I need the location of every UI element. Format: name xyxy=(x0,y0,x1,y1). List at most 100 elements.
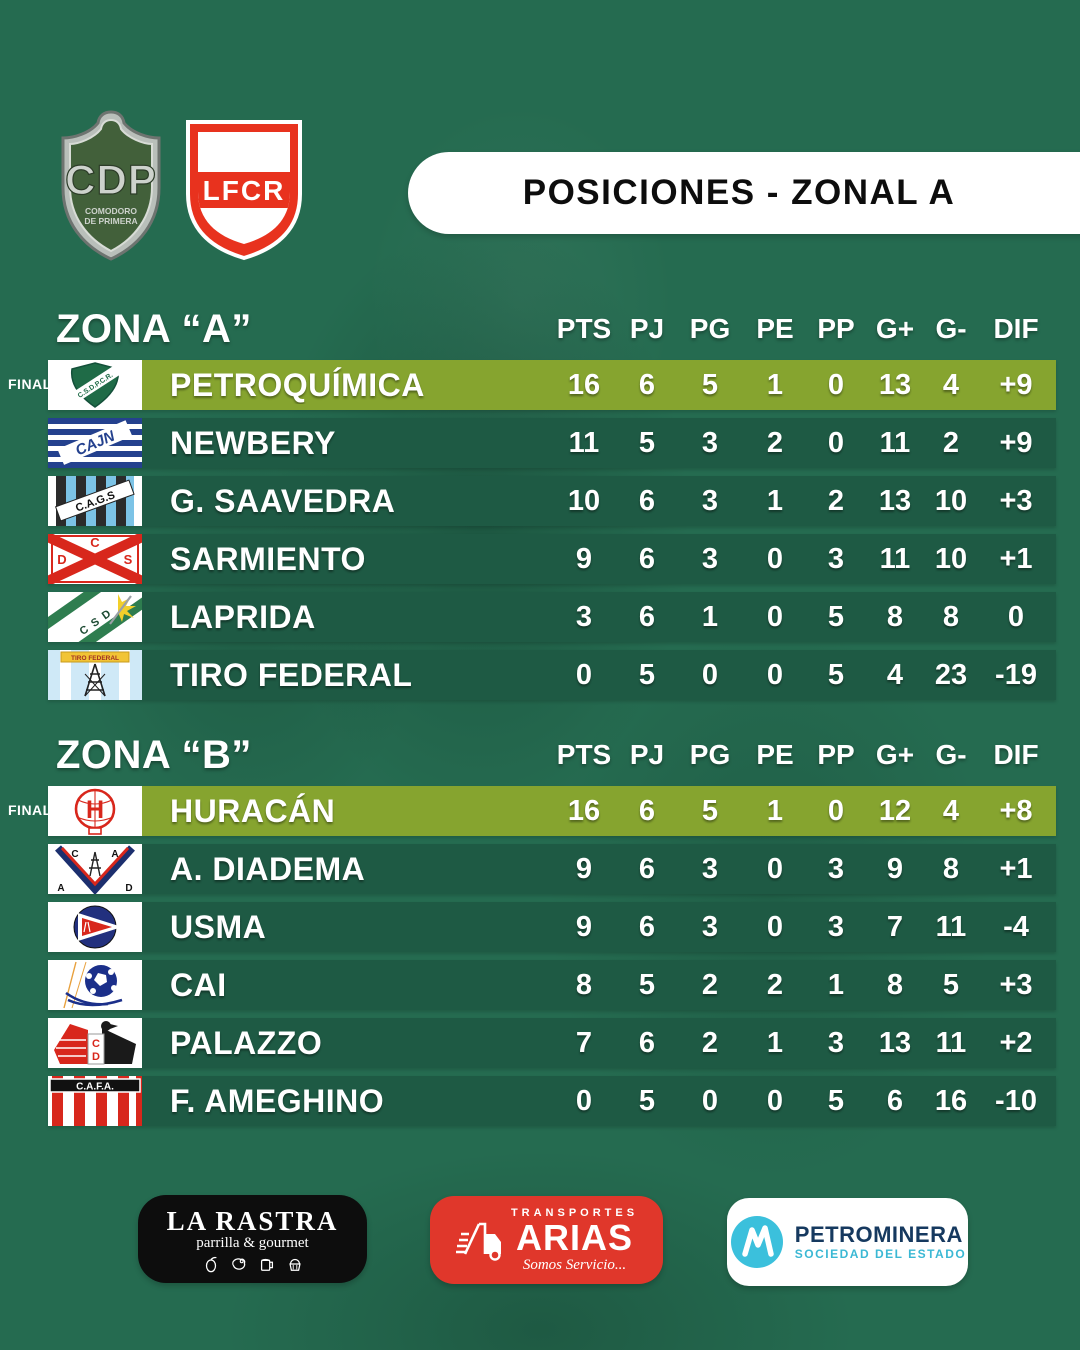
stat-cell: 13 xyxy=(878,1026,912,1059)
stat-cell: 2 xyxy=(766,968,784,1001)
stat-cell: +9 xyxy=(999,368,1033,401)
team-name: USMA xyxy=(170,908,267,945)
stat-cell: 3 xyxy=(827,852,845,885)
team-name: PALAZZO xyxy=(170,1024,323,1061)
svg-text:D: D xyxy=(92,1051,100,1063)
stat-cell: 3 xyxy=(701,484,719,517)
stat-cell: 12 xyxy=(878,794,912,827)
stat-cell: 10 xyxy=(567,484,601,517)
table-row: C.S.D.P.C.R. PETROQUÍMICA 16 6 5 1 0 13 4 +9 xyxy=(48,360,1056,410)
cdp-shield-fill xyxy=(69,118,153,253)
stat-cell: 0 xyxy=(766,658,784,691)
team-name: TIRO FEDERAL xyxy=(170,656,413,693)
sponsor-petrominera: PETROMINERA SOCIEDAD DEL ESTADO xyxy=(727,1198,968,1286)
column-header-g: G+ xyxy=(875,739,915,770)
stat-cell: +3 xyxy=(999,968,1033,1001)
stat-cell: 1 xyxy=(827,968,845,1001)
saavedra-crest: C.A.G.S xyxy=(48,476,142,526)
stat-cell: 11 xyxy=(568,426,600,459)
zone-header: ZONA “A” PTS PJ PG PE PP G+ G- DIF xyxy=(48,306,1056,352)
column-header-pts: PTS xyxy=(556,739,612,770)
team-name: F. AMEGHINO xyxy=(170,1082,385,1119)
stat-cell: 0 xyxy=(766,1084,784,1117)
cupcake-icon xyxy=(288,1258,301,1271)
sponsor-tagline: parrilla & gourmet xyxy=(196,1234,309,1251)
usma-crest xyxy=(48,902,142,952)
steak-icon xyxy=(231,1257,245,1270)
stat-cell: 3 xyxy=(701,852,719,885)
stat-cell: 5 xyxy=(942,968,960,1001)
table-row: CSD LAPRIDA 3 6 1 0 5 8 8 0 xyxy=(48,592,1056,642)
stat-cell: 2 xyxy=(942,426,960,459)
zone-a: ZONA “A” PTS PJ PG PE PP G+ G- DIF C.S.D.P.C.R. PE… xyxy=(8,306,1056,708)
column-header-pp: PP xyxy=(817,739,855,770)
stat-cell: 4 xyxy=(886,658,904,691)
diadema-crest: C A A D xyxy=(48,844,142,894)
column-header-pj: PJ xyxy=(629,313,665,344)
team-name: CAI xyxy=(170,966,227,1003)
stat-cell: 3 xyxy=(701,426,719,459)
stat-cell: 0 xyxy=(766,600,784,633)
stat-cell: 5 xyxy=(638,426,656,459)
beer-icon xyxy=(260,1258,273,1271)
sponsor-name: PETROMINERA xyxy=(794,1222,963,1248)
table-row: C A A D A. DIADEMA 9 6 3 0 3 9 8 +1 xyxy=(48,844,1056,894)
stat-cell: 9 xyxy=(575,910,593,943)
stat-cell: 23 xyxy=(934,658,968,691)
stat-cell: 0 xyxy=(1007,600,1025,633)
sponsor-name: LA RASTRA xyxy=(166,1205,339,1236)
stat-cell: 16 xyxy=(934,1084,968,1117)
svg-text:S: S xyxy=(124,552,133,567)
stat-cell: 11 xyxy=(879,426,911,459)
truck-icon xyxy=(455,1222,501,1261)
table-row: CAI 8 5 2 2 1 8 5 +3 xyxy=(48,960,1056,1010)
stat-cell: 9 xyxy=(575,852,593,885)
column-header-g: G- xyxy=(935,739,967,770)
team-name: LAPRIDA xyxy=(170,598,316,635)
team-name: G. SAAVEDRA xyxy=(170,482,396,519)
stat-cell: 2 xyxy=(766,426,784,459)
stat-cell: 0 xyxy=(575,658,593,691)
newbery-crest: CAJN xyxy=(48,418,142,468)
column-header-pp: PP xyxy=(817,313,855,344)
lfcr-band xyxy=(198,172,290,208)
sponsor-name: ARIAS xyxy=(515,1216,633,1258)
column-header-pj: PJ xyxy=(629,739,665,770)
cdp-league-badge: CDP COMODORO DE PRIMERA xyxy=(61,110,161,261)
stat-cell: 2 xyxy=(827,484,845,517)
cdp-label: CDP xyxy=(65,156,157,203)
stat-cell: 3 xyxy=(827,542,845,575)
final-tag: FINAL xyxy=(8,802,52,818)
stat-cell: 6 xyxy=(638,794,656,827)
stat-cell: -10 xyxy=(995,1084,1037,1117)
stat-cell: 2 xyxy=(701,968,719,1001)
stat-cell: 5 xyxy=(827,1084,845,1117)
table-row: USMA 9 6 3 0 3 7 11 -4 xyxy=(48,902,1056,952)
sponsor-transportes-arias: TRANSPORTES ARIAS Somos Servicio... xyxy=(430,1196,663,1284)
stat-cell: 8 xyxy=(886,968,904,1001)
stat-cell: 4 xyxy=(942,368,960,401)
stat-cell: 6 xyxy=(886,1084,904,1117)
table-row: TIRO FEDERAL TIRO FEDERAL 0 5 0 0 5 4 23 -19 xyxy=(48,650,1056,700)
column-header-pg: PG xyxy=(689,313,731,344)
stat-cell: 16 xyxy=(567,368,601,401)
ameghino-crest: C.A.F.A. xyxy=(48,1076,142,1126)
zone-b: ZONA “B” PTS PJ PG PE PP G+ G- DIF H HURACÁN 16 6 5 1 0… xyxy=(8,732,1056,1134)
stat-cell: 6 xyxy=(638,910,656,943)
svg-text:TIRO FEDERAL: TIRO FEDERAL xyxy=(71,655,119,662)
stat-cell: 13 xyxy=(878,484,912,517)
sponsor-kicker: TRANSPORTES xyxy=(510,1206,639,1219)
svg-text:A: A xyxy=(111,849,118,860)
pepper-icon xyxy=(205,1256,217,1272)
stat-cell: 5 xyxy=(827,600,845,633)
svg-text:C.A.F.A.: C.A.F.A. xyxy=(76,1082,114,1093)
cdp-sub1: COMODORO xyxy=(85,206,137,216)
stat-cell: +9 xyxy=(999,426,1033,459)
stat-cell: 3 xyxy=(575,600,593,633)
stat-cell: +2 xyxy=(999,1026,1033,1059)
stat-cell: 0 xyxy=(827,794,845,827)
column-header-pe: PE xyxy=(756,313,794,344)
stat-cell: 2 xyxy=(701,1026,719,1059)
stat-cell: 7 xyxy=(575,1026,593,1059)
stat-cell: 0 xyxy=(701,1084,719,1117)
